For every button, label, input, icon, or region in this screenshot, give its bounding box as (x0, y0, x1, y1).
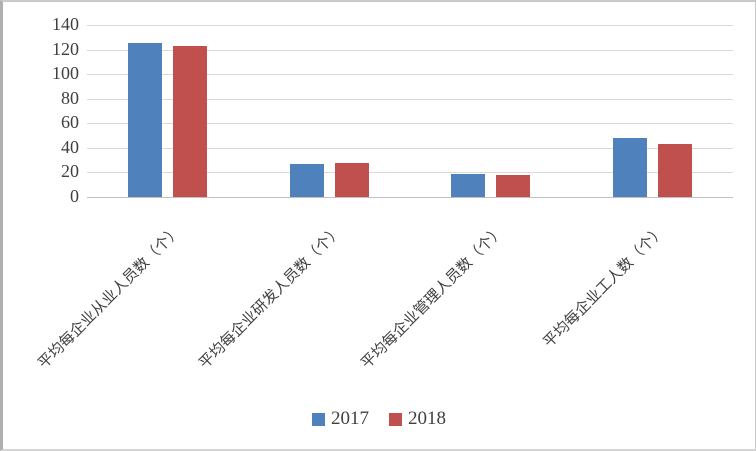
y-tick-label-60: 60 (61, 112, 79, 133)
gridline-40 (87, 147, 733, 149)
category-label-2: 平均每企业研发人员数（个） (196, 222, 346, 373)
bar-2018-cat3 (496, 174, 531, 197)
legend-label-2018: 2018 (408, 408, 446, 429)
legend-swatch-2018 (389, 412, 402, 426)
legend-item-2017: 2017 (312, 408, 369, 430)
gridline-60 (87, 123, 733, 125)
y-tick-label-140: 140 (52, 14, 79, 35)
bar-2018-cat4 (657, 144, 692, 197)
legend-swatch-2017 (312, 412, 325, 426)
gridline-20 (87, 172, 733, 174)
y-tick-label-100: 100 (52, 63, 79, 84)
gridline-120 (87, 49, 733, 51)
bar-2017-cat2 (289, 163, 324, 197)
gridline-80 (87, 98, 733, 100)
gridline-140 (87, 25, 733, 26)
bar-2017-cat4 (612, 138, 647, 197)
y-tick-label-120: 120 (52, 38, 79, 59)
gridline-100 (87, 74, 733, 76)
bar-2017-cat1 (128, 43, 163, 197)
bar-2018-cat2 (334, 162, 369, 197)
legend-label-2017: 2017 (331, 408, 369, 429)
bar-2018-cat1 (173, 45, 208, 197)
x-axis-line (87, 197, 733, 198)
y-tick-label-0: 0 (70, 186, 79, 207)
category-label-4: 平均每企业工人数（个） (540, 222, 669, 351)
bar-2017-cat3 (451, 173, 486, 197)
category-label-3: 平均每企业管理人员数（个） (358, 222, 508, 373)
y-tick-label-40: 40 (61, 136, 79, 157)
legend: 2017 2018 (3, 408, 755, 430)
category-label-1: 平均每企业从业人员数（个） (35, 222, 185, 373)
y-tick-label-80: 80 (61, 87, 79, 108)
legend-item-2018: 2018 (389, 408, 446, 430)
y-tick-label-20: 20 (61, 161, 79, 182)
